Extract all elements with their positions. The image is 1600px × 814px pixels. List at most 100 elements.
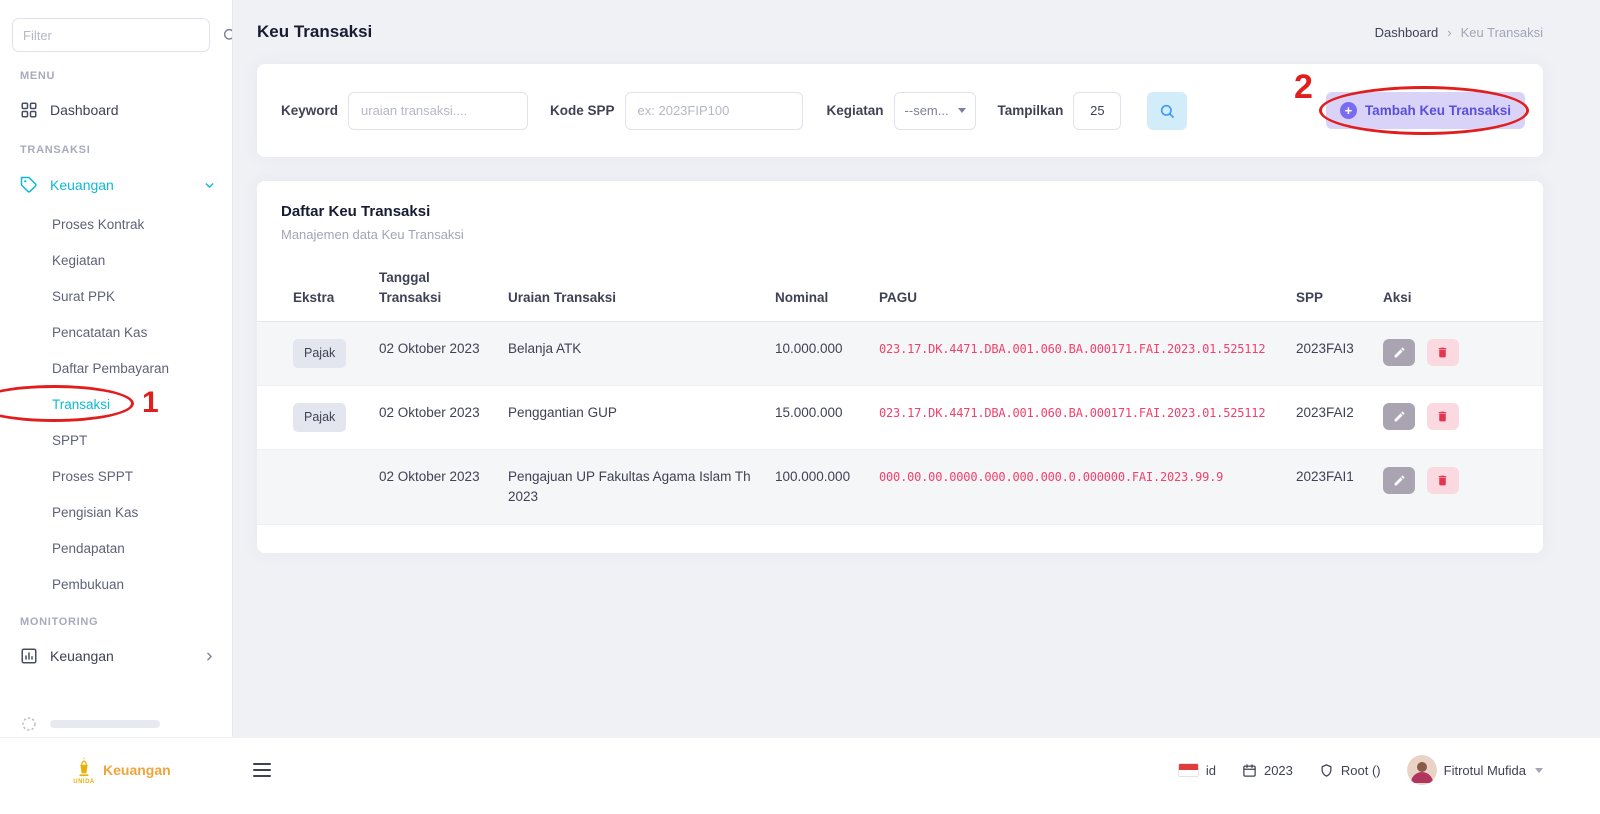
sidebar-item-proses-kontrak[interactable]: Proses Kontrak: [0, 206, 232, 242]
cell-aksi: [1383, 385, 1543, 450]
sidebar-item-label: Keuangan: [50, 177, 114, 193]
sidebar-subitem-label: Daftar Pembayaran: [52, 360, 170, 376]
cell-uraian: Pengajuan UP Fakultas Agama Islam Th 202…: [508, 449, 775, 526]
sidebar-item-keuangan[interactable]: Keuangan: [0, 164, 232, 206]
table-subtitle: Manajemen data Keu Transaksi: [281, 227, 464, 242]
bar-chart-icon: [20, 647, 38, 665]
chevron-right-icon: [203, 650, 216, 663]
tampilkan-input[interactable]: [1073, 91, 1122, 130]
cell-nominal: 100.000.000: [775, 449, 879, 526]
sidebar-item-surat-ppk[interactable]: Surat PPK: [0, 278, 232, 314]
search-button[interactable]: [1147, 91, 1188, 130]
search-icon: [1159, 103, 1175, 119]
chevron-down-icon: [203, 179, 216, 192]
kegiatan-select-value: --sem...: [904, 103, 949, 118]
sidebar-item-kegiatan[interactable]: Kegiatan: [0, 242, 232, 278]
cell-tanggal: 02 Oktober 2023: [379, 449, 508, 526]
sidebar-item-sppt[interactable]: SPPT: [0, 422, 232, 458]
hamburger-menu-icon[interactable]: [249, 759, 275, 781]
role-label: Root (): [1340, 762, 1381, 778]
sidebar-item-pendapatan[interactable]: Pendapatan: [0, 530, 232, 566]
annotation-number-2: 2: [1293, 68, 1313, 106]
keyword-input[interactable]: [348, 91, 529, 130]
year-selector[interactable]: 2023: [1242, 763, 1293, 778]
sidebar-subitem-label: Transaksi: [52, 396, 111, 412]
keyword-filter-group: Keyword: [281, 91, 529, 130]
cell-nominal: 10.000.000: [775, 321, 879, 386]
shield-icon: [1319, 763, 1334, 778]
column-header-spp: SPP: [1296, 258, 1383, 323]
sidebar: MENU Dashboard TRANSAKSI Keuangan Proses…: [0, 0, 233, 737]
calendar-icon: [1242, 763, 1257, 778]
edit-button[interactable]: [1383, 339, 1415, 367]
delete-button[interactable]: [1426, 402, 1459, 430]
clipped-label-placeholder: [50, 720, 160, 728]
language-switcher[interactable]: id: [1177, 763, 1216, 778]
keyword-label: Keyword: [281, 103, 339, 118]
column-header-nominal: Nominal: [775, 258, 879, 323]
sidebar-subitem-label: Surat PPK: [52, 288, 116, 304]
sidebar-item-daftar-pembayaran[interactable]: Daftar Pembayaran: [0, 350, 232, 386]
sidebar-subitem-label: Pengisian Kas: [52, 504, 139, 520]
cell-tanggal: 02 Oktober 2023: [379, 385, 508, 450]
edit-button[interactable]: [1383, 402, 1415, 430]
table-header-row: Ekstra Tanggal Transaksi Uraian Transaks…: [257, 258, 1543, 323]
user-menu[interactable]: Fitrotul Mufida: [1406, 755, 1543, 785]
sidebar-item-pengisian-kas[interactable]: Pengisian Kas: [0, 494, 232, 530]
role-indicator[interactable]: Root (): [1319, 763, 1381, 778]
add-keu-transaksi-button[interactable]: + Tambah Keu Transaksi: [1325, 92, 1525, 129]
cell-ekstra: Pajak: [257, 321, 379, 386]
table-heading-block: Daftar Keu Transaksi Manajemen data Keu …: [257, 203, 1543, 242]
logo-caption: UNIDA: [73, 778, 95, 785]
sidebar-section-monitoring: MONITORING: [20, 616, 99, 628]
transaction-table: Ekstra Tanggal Transaksi Uraian Transaks…: [257, 258, 1543, 526]
delete-button[interactable]: [1426, 339, 1459, 367]
sidebar-item-pembukuan[interactable]: Pembukuan: [0, 566, 232, 602]
sidebar-subitem-label: Pencatatan Kas: [52, 324, 148, 340]
breadcrumb-dashboard-link[interactable]: Dashboard: [1374, 24, 1439, 40]
cell-uraian: Belanja ATK: [508, 321, 775, 386]
indonesia-flag-icon: [1177, 763, 1199, 777]
cell-ekstra: [257, 449, 379, 526]
sidebar-subitem-label: Proses Kontrak: [52, 216, 145, 232]
footer-brand-link[interactable]: UNIDA Keuangan: [73, 756, 171, 785]
cell-spp: 2023FAI2: [1296, 385, 1383, 450]
pagu-code: 023.17.DK.4471.DBA.001.060.BA.000171.FAI…: [879, 405, 1266, 420]
kegiatan-select[interactable]: --sem...: [893, 91, 976, 130]
avatar: [1406, 755, 1437, 785]
cell-tanggal: 02 Oktober 2023: [379, 321, 508, 386]
kode-spp-input[interactable]: [624, 91, 803, 130]
edit-button[interactable]: [1383, 466, 1415, 494]
breadcrumb-separator: ›: [1447, 24, 1452, 40]
delete-button[interactable]: [1426, 466, 1459, 494]
kode-spp-label: Kode SPP: [550, 103, 615, 118]
sidebar-item-transaksi[interactable]: Transaksi 1: [0, 385, 232, 422]
sidebar-item-proses-sppt[interactable]: Proses SPPT: [0, 458, 232, 494]
pencil-icon: [1393, 346, 1406, 359]
app-layout: MENU Dashboard TRANSAKSI Keuangan Proses…: [0, 0, 1600, 737]
sidebar-filter-input[interactable]: [12, 18, 210, 52]
cell-spp: 2023FAI3: [1296, 321, 1383, 386]
sidebar-item-pencatatan-kas[interactable]: Pencatatan Kas: [0, 314, 232, 350]
cell-uraian: Penggantian GUP: [508, 385, 775, 450]
sidebar-section-menu: MENU: [20, 70, 56, 82]
cell-ekstra: Pajak: [257, 385, 379, 450]
main-content: Keu Transaksi Dashboard › Keu Transaksi …: [233, 0, 1600, 737]
pagu-code: 000.00.00.0000.000.000.000.0.000000.FAI.…: [879, 469, 1224, 484]
table-row: Pajak 02 Oktober 2023 Belanja ATK 10.000…: [257, 321, 1543, 386]
sidebar-item-label: Dashboard: [50, 102, 119, 118]
pagu-code: 023.17.DK.4471.DBA.001.060.BA.000171.FAI…: [879, 342, 1266, 357]
sidebar-item-clipped[interactable]: [0, 704, 232, 737]
table-title: Daftar Keu Transaksi: [281, 203, 431, 220]
cell-aksi: [1383, 321, 1543, 386]
breadcrumb-current: Keu Transaksi: [1460, 24, 1543, 40]
filter-card: Keyword Kode SPP Kegiatan --sem... Tampi…: [257, 64, 1543, 157]
sidebar-subitem-label: Pembukuan: [52, 576, 125, 592]
sidebar-search-icon[interactable]: [222, 27, 232, 43]
sidebar-subitem-label: Proses SPPT: [52, 468, 134, 484]
sidebar-section-transaksi: TRANSAKSI: [20, 144, 91, 156]
sidebar-item-dashboard[interactable]: Dashboard: [0, 90, 232, 130]
sidebar-item-monitoring-keuangan[interactable]: Keuangan: [0, 636, 232, 676]
sidebar-subitem-label: Pendapatan: [52, 540, 125, 556]
chevron-down-icon: [1535, 767, 1543, 773]
